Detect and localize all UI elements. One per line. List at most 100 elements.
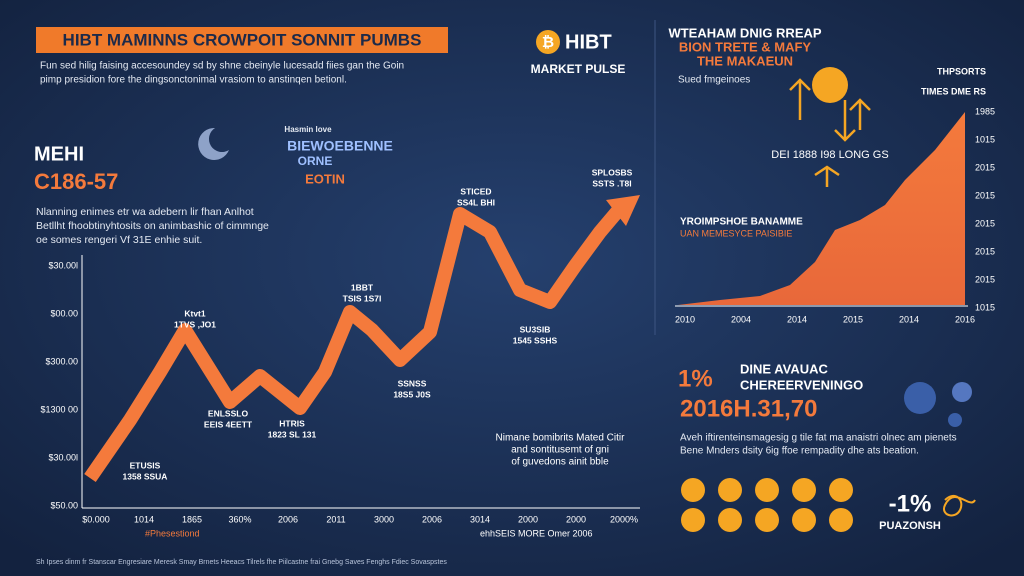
annotation: ETUSIS: [130, 460, 161, 470]
annotation: 1358 SSUA: [123, 471, 168, 481]
x-tick-label: 2011: [326, 514, 345, 524]
intro: Fun sed hilig faising accesoundey sd by …: [40, 61, 404, 72]
paragraph: Betllht fhoobtinyhtosits on animbashic o…: [36, 220, 269, 232]
logo-text: BIEWOEBENNE: [287, 138, 393, 154]
x-tick-label: 2000%: [610, 514, 638, 524]
icon: [829, 508, 853, 532]
x-tick-label: 3000: [374, 514, 394, 524]
annotation: 18S5 J0S: [393, 389, 431, 399]
footer: Sh Ipses dinm fr Stanscar Engresiare Mer…: [36, 559, 447, 566]
annotation: 1TVS ,JO1: [174, 319, 216, 329]
dot: [904, 382, 936, 414]
price-line: [84, 201, 628, 482]
icon: [792, 478, 816, 502]
annotation: SSTS .T8I: [592, 178, 631, 188]
icon: [681, 478, 705, 502]
swirl: [943, 494, 976, 517]
x-tick-label: 2006: [422, 514, 442, 524]
annotation: TSIS 1S7I: [343, 293, 382, 303]
x-tick-label: 2000: [566, 514, 586, 524]
x-tick-label: 1014: [134, 514, 154, 524]
banner-text: HIBT MAMINNS CROWPOIT SONNIT PUMBS: [63, 30, 422, 49]
stat-heading: DINE AVAUAC: [740, 361, 828, 376]
brand: HIBT: [565, 31, 612, 53]
x-tick-label: 2014: [787, 314, 807, 324]
paragraph: Nlanning enimes etr wa adebern lir fhan …: [36, 206, 254, 218]
annotation: ENLSSLO: [208, 408, 249, 418]
stat-figure: 2016H.31,70: [680, 395, 817, 422]
area-chart: [678, 112, 965, 305]
icon: [718, 478, 742, 502]
annotation: Ktvt1: [184, 308, 206, 318]
label: THPSORTS: [937, 66, 986, 76]
change-label: PUAZONSH: [879, 520, 941, 532]
y-tick-label: $00.00: [50, 308, 78, 318]
dot: [952, 382, 972, 402]
annotation: SPLOSBS: [592, 167, 633, 177]
icon: [681, 508, 705, 532]
paragraph: oe somes rengeri Vf 31E enhie suit.: [36, 234, 202, 246]
annotation: HTRIS: [279, 418, 305, 428]
y-tick-label: $300.00: [45, 356, 78, 366]
x-tick-label: 2016: [955, 314, 975, 324]
dot: [948, 413, 962, 427]
x-tick-label: 2014: [899, 314, 919, 324]
right-title: BION TRETE & MAFY: [679, 39, 811, 54]
paragraph: Bene Mnders dsity 6ig ffoe rempadity dhe…: [680, 446, 919, 457]
intro: pimp presidion fore the dingsonctonimal …: [40, 75, 347, 86]
right-title: WTEAHAM DNIG RREAP: [668, 25, 821, 40]
x-tick-label: 1865: [182, 514, 202, 524]
y-tick-label: 2015: [975, 162, 995, 172]
x-tick-label: 2000: [518, 514, 538, 524]
logo-text: Hasmin love: [284, 125, 332, 134]
arrows: [789, 78, 871, 187]
x-tick-label: 2015: [843, 314, 863, 324]
y-tick-label: $30.00l: [48, 452, 78, 462]
bitcoin-icon: [536, 30, 560, 54]
y-tick-label: 2015: [975, 246, 995, 256]
icon: [755, 478, 779, 502]
annotation: 1823 SL 131: [268, 429, 317, 439]
annotation: EEIS 4EETT: [204, 419, 253, 429]
y-tick-label: $30.00l: [48, 260, 78, 270]
section-label: MEHI: [34, 143, 84, 165]
y-tick-label: $1300 00: [40, 404, 78, 414]
x-tick-label: 3014: [470, 514, 490, 524]
axis-note: ehhSEIS MORE Omer 2006: [480, 528, 593, 538]
y-tick-label: 1015: [975, 302, 995, 312]
icon: [755, 508, 779, 532]
x-tick-label: 2010: [675, 314, 695, 324]
stat: 1%: [678, 365, 713, 392]
x-tick-label: 2006: [278, 514, 298, 524]
y-tick-label: 1985: [975, 106, 995, 116]
label: TIMES DME RS: [921, 86, 986, 96]
bitcoin-icon: [812, 67, 848, 103]
annotation: 1BBT: [351, 282, 374, 292]
caption: of guvedons ainit bble: [511, 457, 609, 468]
logo-text: ORNE: [298, 154, 333, 168]
moon-icon: [198, 127, 229, 160]
annotation: STICED: [460, 186, 491, 196]
caption: UAN MEMESYCE PAISIBIE: [680, 228, 792, 238]
x-tick-label: $0.000: [82, 514, 110, 524]
caption: and sontitusemt of gni: [511, 445, 609, 456]
icon: [718, 508, 742, 532]
icon-glyph: ₿: [542, 34, 554, 51]
note: DEI 1888 I98 LONG GS: [771, 149, 888, 161]
figure: C186-57: [34, 169, 118, 194]
tagline: MARKET PULSE: [531, 62, 626, 76]
y-tick-label: 2015: [975, 274, 995, 284]
banner: [36, 27, 448, 53]
x-tick-label: 360%: [228, 514, 251, 524]
annotation: SS4L BHI: [457, 197, 495, 207]
icon: [829, 478, 853, 502]
annotation: SU3SIB: [520, 324, 551, 334]
x-tick-label: 2004: [731, 314, 751, 324]
y-tick-label: 2015: [975, 190, 995, 200]
arrow-head: [606, 195, 640, 226]
caption: Nimane bomibrits Mated Citir: [496, 433, 626, 444]
stat-heading: CHEREERVENINGO: [740, 377, 863, 392]
y-tick-label: 2015: [975, 218, 995, 228]
annotation: 1545 SSHS: [513, 335, 558, 345]
